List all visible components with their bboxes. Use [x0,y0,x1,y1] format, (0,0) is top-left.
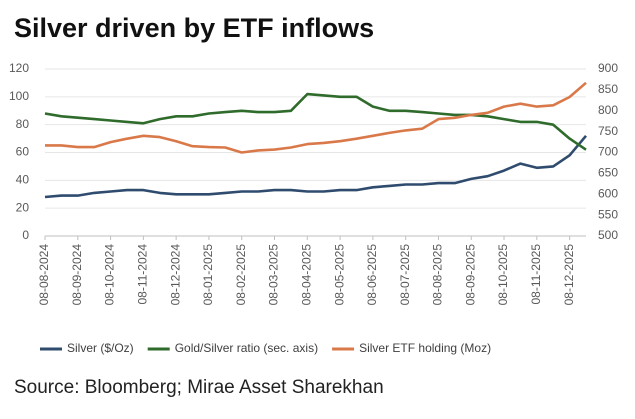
x-tick-label: 08-08-2025 [431,244,445,306]
y2-tick-label: 550 [598,207,618,221]
x-tick-label: 08-10-2025 [496,244,510,306]
x-tick-label: 08-11-2024 [136,244,150,305]
x-tick-label: 08-09-2024 [70,244,84,306]
y2-tick-label: 900 [598,61,618,75]
x-tick-label: 08-08-2024 [37,244,51,306]
y2-tick-label: 800 [598,103,618,117]
x-tick-label: 08-04-2025 [299,244,313,306]
x-tick-label: 08-06-2025 [365,244,379,306]
series-line [45,81,587,154]
legend-label: Silver ETF holding (Moz) [359,341,491,355]
y-tick-label: 100 [9,89,29,103]
y2-tick-label: 500 [598,228,618,242]
series-line [44,92,587,151]
y-tick-label: 80 [16,117,30,131]
y2-tick-label: 650 [598,166,618,180]
source-note: Source: Bloomberg; Mirae Asset Sharekhan [14,377,384,398]
y2-tick-label: 600 [598,186,618,200]
y-tick-label: 40 [16,173,30,187]
y2-tick-label: 850 [598,82,618,96]
x-tick-label: 08-03-2025 [267,244,281,306]
x-tick-label: 08-01-2025 [201,244,215,306]
x-tick-label: 08-05-2025 [332,244,346,306]
legend-label: Gold/Silver ratio (sec. axis) [175,341,318,355]
y2-tick-label: 750 [598,124,618,138]
x-tick-label: 08-02-2025 [234,244,248,306]
series-line [44,134,587,199]
y-tick-label: 60 [16,145,30,159]
chart-title: Silver driven by ETF inflows [14,13,374,43]
x-tick-label: 08-07-2025 [398,244,412,306]
x-tick-label: 08-12-2025 [562,244,576,306]
x-tick-label: 08-09-2025 [463,244,477,306]
legend-label: Silver ($/Oz) [67,341,134,355]
y-tick-label: 120 [9,61,29,75]
x-tick-label: 08-12-2024 [168,244,182,306]
x-tick-label: 08-10-2024 [103,244,117,306]
y-tick-label: 20 [16,200,30,214]
y2-tick-label: 700 [598,145,618,159]
x-tick-label: 08-11-2025 [529,244,543,305]
y-tick-label: 0 [22,228,29,242]
